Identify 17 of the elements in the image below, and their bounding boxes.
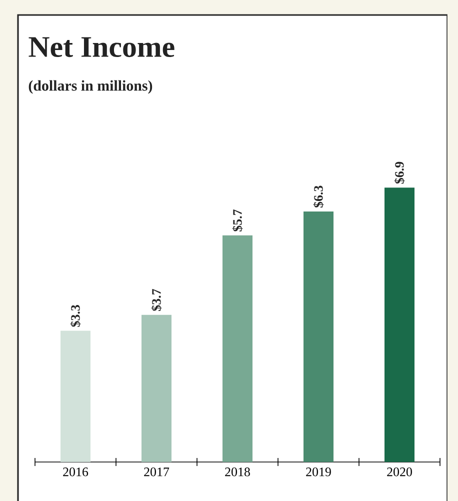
chart-subtitle: (dollars in millions) — [28, 80, 152, 94]
data-label: $3.7 — [151, 288, 162, 311]
bar — [222, 235, 252, 462]
data-label: $6.3 — [313, 186, 324, 208]
x-tick-label: 2019 — [306, 468, 331, 476]
x-tick-label: 2020 — [387, 468, 412, 476]
data-label: $5.7 — [232, 209, 243, 232]
chart-title: Net Income — [28, 37, 174, 58]
bar — [60, 330, 90, 462]
x-tick-label: 2018 — [225, 468, 250, 476]
bar — [304, 211, 334, 462]
x-tick-label: 2016 — [63, 468, 88, 476]
x-tick-label: 2017 — [144, 468, 170, 476]
bar — [142, 314, 172, 462]
data-label: $6.9 — [394, 162, 405, 184]
bar — [384, 188, 414, 462]
data-label: $3.3 — [70, 305, 81, 327]
